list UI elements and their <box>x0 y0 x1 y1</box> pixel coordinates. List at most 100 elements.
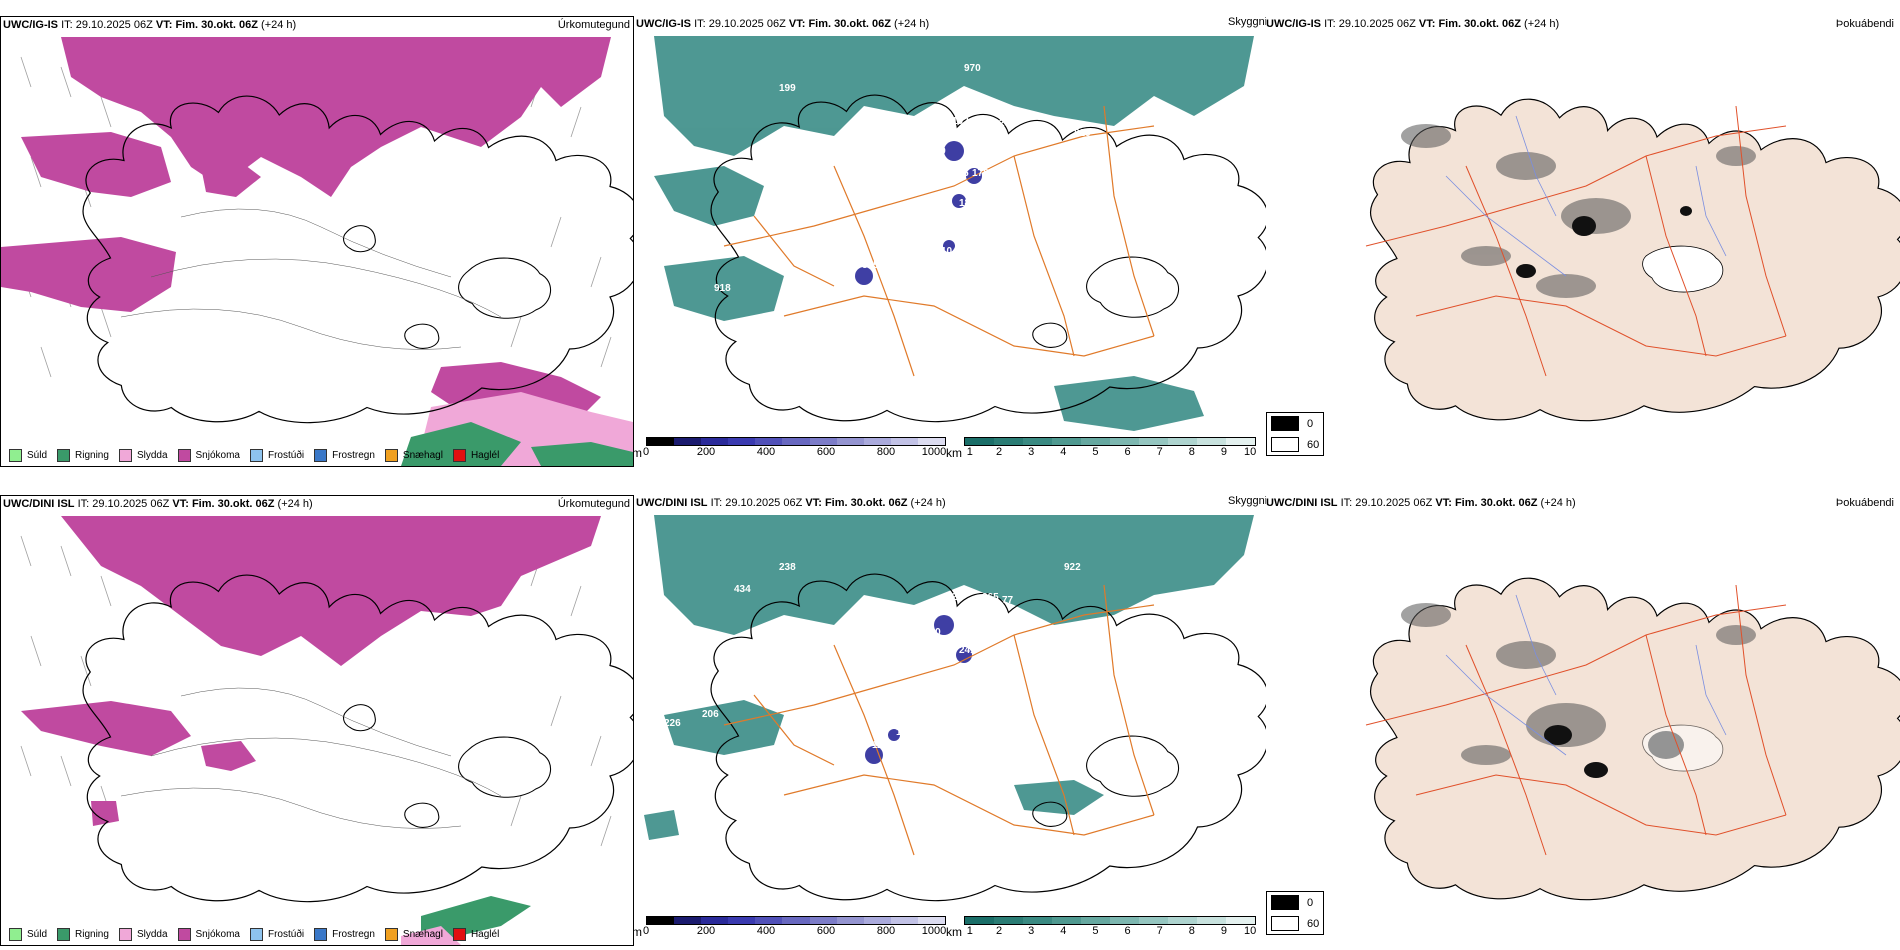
cloudbase-value: 922 <box>1064 562 1081 573</box>
panel-header: UWC/IG-IS IT: 29.10.2025 06Z VT: Fim. 30… <box>3 19 296 31</box>
legend-item: Rigning <box>57 927 109 941</box>
legend-item: Súld <box>9 448 47 462</box>
fog-legend-label: 0 <box>1307 896 1314 909</box>
model-name: UWC/IG-IS <box>636 18 691 30</box>
model-name: UWC/IG-IS <box>1266 18 1321 30</box>
vt-label: VT: <box>1435 497 1452 509</box>
legend-swatch <box>384 927 398 941</box>
legend-item: Snjókoma <box>177 448 240 462</box>
panel-header: UWC/DINI ISL IT: 29.10.2025 06Z VT: Fim.… <box>636 497 946 509</box>
tick-label: 8 <box>1188 446 1195 458</box>
cloudbase-value: 228 <box>946 592 963 603</box>
fog-map-2 <box>1365 577 1900 901</box>
tick-label: 0 <box>642 446 650 458</box>
precip-type-map-2 <box>20 516 633 945</box>
legend-item: Snæhagl <box>384 448 443 462</box>
fog-panel-2: UWC/DINI ISL IT: 29.10.2025 06Z VT: Fim.… <box>1266 495 1900 944</box>
visibility-colorbar-strip <box>964 916 1256 925</box>
cloudbase-value: 161 <box>942 726 959 737</box>
vt-label: VT: <box>788 18 806 30</box>
fog-map-1 <box>1365 98 1900 422</box>
cloudbase-value: 48 <box>889 265 901 276</box>
fog-legend-label: 60 <box>1307 438 1320 451</box>
vt-value: Fim. 30.okt. 06Z <box>1454 497 1538 509</box>
tick-label: 7 <box>1156 446 1163 458</box>
it-value: 29.10.2025 06Z <box>1338 18 1416 30</box>
tick-label: 4 <box>1060 925 1067 937</box>
fog-legend-label: 0 <box>1307 417 1314 430</box>
it-label: IT: <box>1340 497 1353 509</box>
fog-legend-item: 0 <box>1267 892 1323 913</box>
cloudbase-value: 619 <box>782 240 799 251</box>
legend-item: Snjókoma <box>177 927 240 941</box>
cloudbase-value: 335 <box>862 260 879 271</box>
tick-label: 1 <box>966 446 973 458</box>
tick-label: 800 <box>876 925 896 937</box>
legend-label: Rigning <box>75 928 109 940</box>
tick-label: 2 <box>995 446 1003 458</box>
cloudbase-value: 362 <box>916 180 933 191</box>
legend-item: Slydda <box>118 448 168 462</box>
vt-value: Fim. 30.okt. 06Z <box>808 18 891 30</box>
legend-swatch <box>177 927 191 941</box>
it-value: 29.10.2025 06Z <box>725 497 803 509</box>
cloudbase-value: 41 <box>828 700 840 711</box>
tick-label: 6 <box>1124 925 1131 937</box>
cloudbase-value: 199 <box>779 83 796 94</box>
legend-swatch <box>118 448 132 462</box>
cloudbase-value: 104 <box>941 246 958 257</box>
legend-swatch <box>57 927 71 941</box>
tick-label: 10 <box>1244 446 1257 458</box>
model-name: UWC/IG-IS <box>3 19 58 31</box>
tick-label: 5 <box>1092 446 1099 458</box>
tick-label: 4 <box>1060 446 1067 458</box>
cloudbase-value: 970 <box>964 63 981 74</box>
cloudbase-labels-1: 970 199 331 192 223 291 829 621 279 375 … <box>714 63 1091 294</box>
cloudbase-value: 434 <box>734 584 751 595</box>
it-value: 29.10.2025 06Z <box>1355 497 1433 509</box>
legend-item: Frostregn <box>314 448 375 462</box>
tick-label: 3 <box>1028 925 1035 937</box>
fog-legend: 0 60 <box>1266 891 1325 935</box>
legend-label: Snæhagl <box>402 449 443 461</box>
cloudbase-value: 77 <box>1002 595 1014 606</box>
cloudbase-value: 293 <box>814 716 831 727</box>
cloudbase-value: 291 <box>999 118 1016 129</box>
precip-type-map-1 <box>1 37 633 466</box>
legend-swatch <box>249 448 263 462</box>
cloudbase-value: 241 <box>959 645 976 656</box>
cloudbase-ticks: 0 200 400 600 800 1000 <box>642 446 947 460</box>
legend-swatch <box>314 448 328 462</box>
cloud-visibility-panel-1: 970 199 331 192 223 291 829 621 279 375 … <box>634 16 1266 465</box>
tick-label: 200 <box>696 925 716 937</box>
precip-type-legend: Súld Rigning Slydda Snjókoma Frostúði Fr… <box>1 923 633 945</box>
cloudbase-value: 238 <box>779 562 796 573</box>
lead-time: (+24 h) <box>1524 18 1560 30</box>
lead-time: (+24 h) <box>261 19 297 31</box>
legend-item: Haglél <box>452 448 499 462</box>
tick-label: 3 <box>1028 446 1035 458</box>
cloudbase-ticks: 0 200 400 600 800 1000 <box>643 925 946 939</box>
vt-label: VT: <box>1418 18 1436 30</box>
fog-legend-label: 60 <box>1307 917 1320 930</box>
it-label: IT: <box>77 498 90 510</box>
legend-label: Frostúði <box>267 449 305 461</box>
it-label: IT: <box>61 19 73 31</box>
tick-label: 1 <box>966 925 973 937</box>
cloudbase-unit: m <box>634 925 642 939</box>
tick-label: 1000 <box>921 446 947 458</box>
cloudbase-value: 113 <box>896 727 913 738</box>
legend-item: Haglél <box>452 927 499 941</box>
lead-time: (+24 h) <box>910 497 946 509</box>
legend-item: Súld <box>9 927 47 941</box>
precip-type-title: Úrkomutegund <box>557 498 630 510</box>
cloud-visibility-map-1: 970 199 331 192 223 291 829 621 279 375 … <box>654 36 1266 431</box>
model-name: UWC/DINI ISL <box>1266 497 1338 509</box>
it-value: 29.10.2025 06Z <box>92 498 170 510</box>
fog-legend-item: 0 <box>1267 413 1323 434</box>
visibility-colorbar-strip <box>964 437 1256 446</box>
model-name: UWC/DINI ISL <box>3 498 75 510</box>
legend-item: Rigning <box>57 448 109 462</box>
cloudbase-value: 206 <box>702 709 719 720</box>
legend-label: Snjókoma <box>195 449 240 461</box>
